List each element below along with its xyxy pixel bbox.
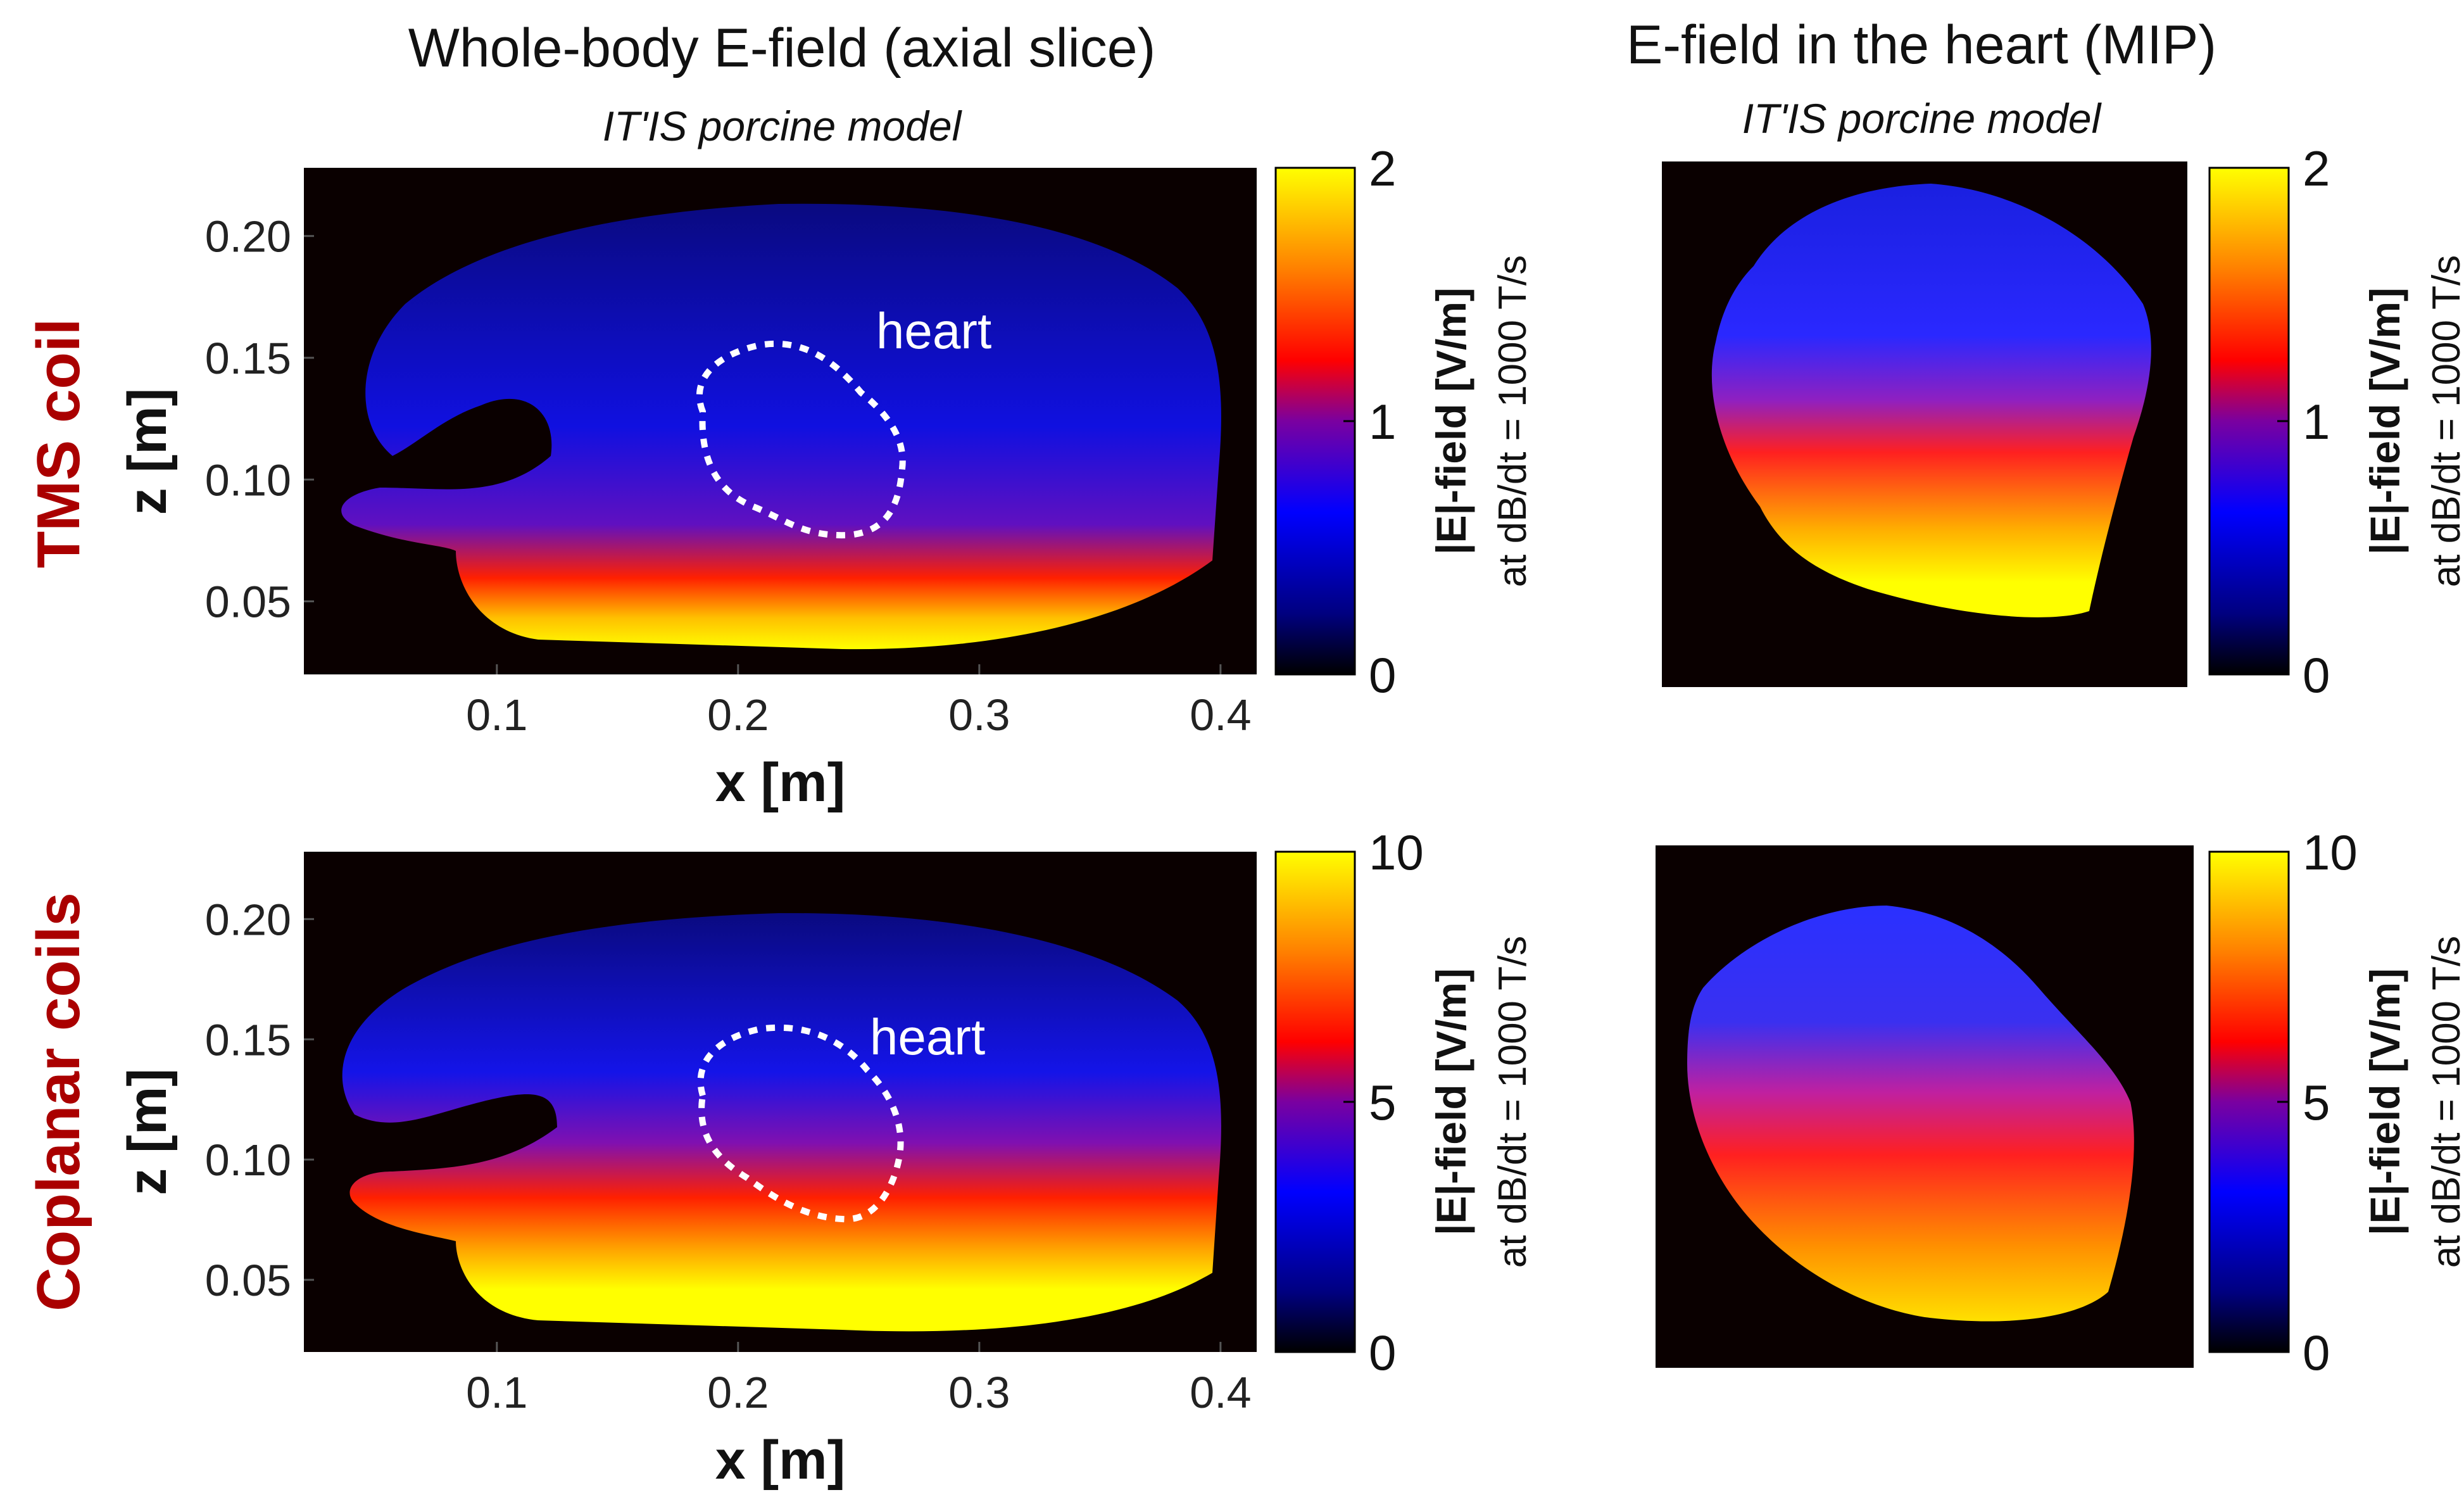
colorbar-tick-label: 0 [2303, 647, 2330, 703]
colorbar-label: |E|-field [V/m] [2361, 287, 2410, 555]
col1-title: Whole-body E-field (axial slice) [408, 18, 1156, 79]
colorbar-tick-label: 10 [1369, 824, 1424, 880]
col2-subtitle: IT'IS porcine model [1742, 95, 2103, 142]
colorbar-label: |E|-field [V/m] [1428, 287, 1476, 555]
x-tick-label: 0.3 [948, 1368, 1010, 1417]
heart-label: heart [876, 303, 991, 359]
heart-outline [696, 340, 906, 539]
y-tick-label: 0.05 [205, 1256, 291, 1305]
colorbar-sublabel: at dB/dt = 1000 T/s [2425, 255, 2464, 588]
colorbar-tick-label: 2 [1369, 141, 1396, 196]
y-tick-label: 0.10 [205, 455, 291, 505]
panel-heartmip-coplanar [1656, 845, 2194, 1368]
body-slice [341, 203, 1221, 650]
row1-label: TMS coil [25, 319, 92, 569]
x-tick-label: 0.1 [466, 690, 527, 740]
colorbar-tick-label: 5 [2303, 1075, 2330, 1130]
y-tick-label: 0.15 [205, 334, 291, 383]
colorbar-tick-label: 0 [1369, 1325, 1396, 1380]
heart-label: heart [870, 1009, 985, 1065]
colorbar [1274, 850, 1356, 1353]
colorbar-tick-label: 0 [1369, 647, 1396, 703]
x-axis-label: x [m] [715, 1430, 845, 1491]
colorbar [2208, 167, 2290, 676]
y-axis-label: z [m] [117, 388, 178, 515]
panel-wholebody-coplanar: heart [304, 852, 1257, 1352]
y-tick-label: 0.20 [205, 895, 291, 944]
x-axis-label: x [m] [715, 752, 845, 813]
x-tick-label: 0.4 [1190, 690, 1251, 740]
heart-mip [1711, 184, 2151, 617]
heart-mip [1687, 906, 2134, 1322]
col2-title: E-field in the heart (MIP) [1626, 15, 2216, 75]
x-tick-label: 0.4 [1190, 1368, 1251, 1417]
y-tick-label: 0.15 [205, 1015, 291, 1064]
x-tick-label: 0.3 [948, 690, 1010, 740]
y-tick-label: 0.20 [205, 212, 291, 262]
x-tick-label: 0.2 [707, 1368, 769, 1417]
colorbar [2208, 850, 2290, 1353]
y-axis-label: z [m] [117, 1068, 178, 1196]
panel-heartmip-tms [1662, 161, 2187, 687]
colorbar-tick-label: 5 [1369, 1075, 1396, 1130]
colorbar-sublabel: at dB/dt = 1000 T/s [2425, 936, 2464, 1268]
x-tick-label: 0.1 [466, 1368, 527, 1417]
colorbar-tick-label: 1 [1369, 394, 1396, 450]
axes-layer: 0.1 0.2 0.3 0.40.050.100.150.20x [m]z [m]01… [117, 141, 2464, 1491]
colorbar-tick-label: 0 [2303, 1325, 2330, 1380]
body-slice [342, 913, 1221, 1332]
heart-outline [697, 1024, 904, 1223]
colorbar-sublabel: at dB/dt = 1000 T/s [1491, 255, 1535, 588]
y-tick-label: 0.05 [205, 578, 291, 627]
colorbar-tick-label: 2 [2303, 141, 2330, 196]
colorbar-label: |E|-field [V/m] [2361, 968, 2410, 1235]
y-tick-label: 0.10 [205, 1135, 291, 1185]
colorbar-tick-label: 1 [2303, 394, 2330, 450]
row2-label: Coplanar coils [25, 892, 92, 1311]
colorbar-label: |E|-field [V/m] [1428, 968, 1476, 1235]
col1-subtitle: IT'IS porcine model [603, 103, 963, 149]
x-tick-label: 0.2 [707, 690, 769, 740]
colorbar-tick-label: 10 [2303, 824, 2358, 880]
panel-wholebody-tms: heart [304, 168, 1257, 674]
colorbar-sublabel: at dB/dt = 1000 T/s [1491, 936, 1535, 1268]
colorbar [1274, 167, 1356, 676]
